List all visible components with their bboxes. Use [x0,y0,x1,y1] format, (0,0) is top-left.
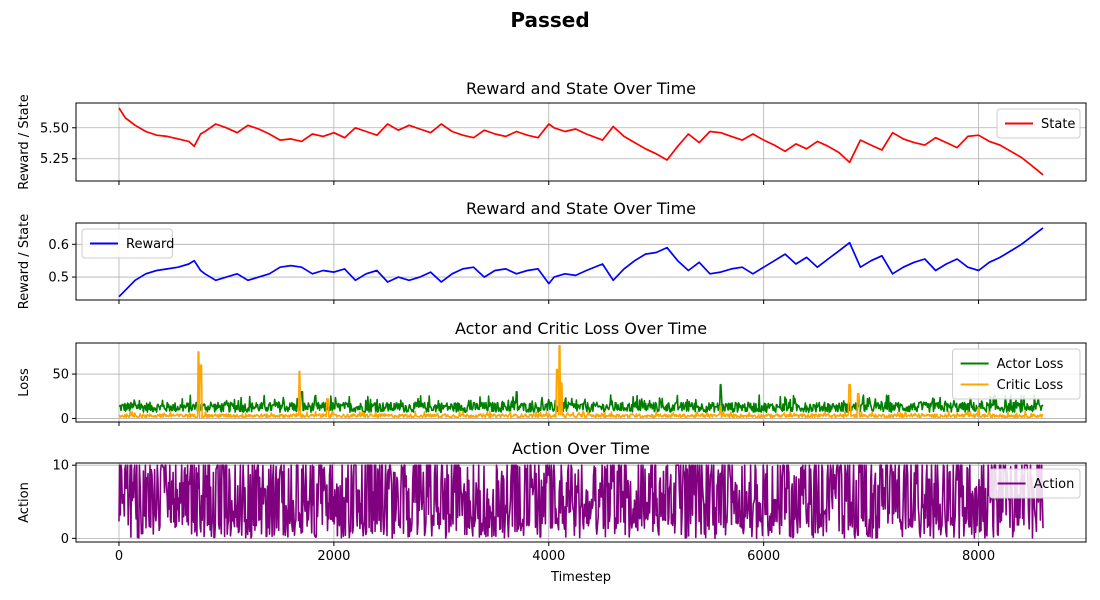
panel-title: Action Over Time [512,439,650,458]
y-axis-label: Reward / State [17,214,32,309]
panel-action: 0 2000 4000 6000 8000 0 10 Action Over Time Acti… [17,439,1087,585]
panel-reward: 0.5 0.6 Reward and State Over Time Reward /… [17,199,1087,309]
y-tick-label: 50 [52,368,69,383]
legend: Action [989,468,1081,499]
x-tick-label: 0 [115,549,123,564]
series-line-critic-loss [118,344,1044,419]
panel-loss: 0 50 Actor and Critic Loss Over Time Loss Ac… [17,319,1087,427]
axes-frame [75,102,1087,182]
y-tick-label: 0.6 [48,238,69,253]
legend-box [952,348,1081,400]
y-tick-label: 0.5 [48,271,69,286]
legend: Actor Loss Critic Loss [952,348,1081,400]
x-tick-label: 2000 [317,549,350,564]
series-line-action [118,464,1044,540]
y-tick-label: 0 [61,412,69,427]
legend-label: State [1041,117,1075,132]
x-tick-label: 4000 [532,549,565,564]
legend-label: Actor Loss [997,357,1064,372]
panel-state: 5.25 5.50 Reward and State Over Time Reward… [17,79,1087,190]
figure-title: Passed [510,8,589,32]
legend-box [81,228,173,259]
plot-area [118,227,1044,298]
legend-label: Critic Loss [997,378,1064,393]
y-axis-label: Action [17,482,32,523]
plot-area [118,464,1044,540]
panel-title: Actor and Critic Loss Over Time [455,319,707,338]
legend-label: Action [1034,477,1075,492]
plot-area [118,107,1044,176]
axes-frame [75,222,1087,301]
plot-area [118,344,1044,419]
x-tick-label: 6000 [747,549,780,564]
y-axis-label: Loss [17,368,32,397]
y-axis-label: Reward / State [17,94,32,189]
panel-title: Reward and State Over Time [466,199,696,218]
axes-frame [75,462,1087,543]
series-line-reward [118,227,1044,298]
legend-box [996,108,1081,139]
x-axis-label: Timestep [550,570,611,585]
series-line-actor-loss [118,383,1044,413]
legend: State [996,108,1081,139]
x-tick-label: 8000 [962,549,995,564]
axes-frame [75,342,1087,423]
y-tick-label: 0 [61,532,69,547]
legend-label: Reward [126,237,174,252]
y-tick-label: 5.25 [40,152,69,167]
panel-title: Reward and State Over Time [466,79,696,98]
legend: Reward [81,228,174,259]
legend-box [989,468,1081,499]
y-tick-label: 5.50 [40,121,69,136]
series-line-state [118,107,1044,176]
y-tick-label: 10 [52,459,69,474]
